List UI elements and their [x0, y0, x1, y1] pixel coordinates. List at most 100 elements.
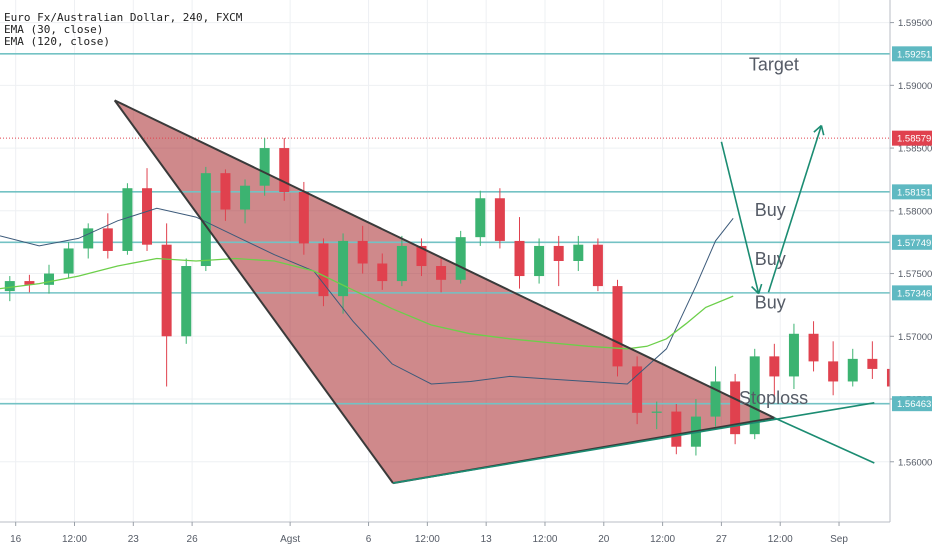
arrow-head [813, 124, 822, 133]
annotation-label: Buy [755, 200, 786, 220]
x-tick-label: 26 [187, 534, 199, 545]
trend-line [392, 402, 875, 484]
candle-body [357, 240, 368, 264]
x-tick-label: 27 [716, 534, 728, 545]
candle-body [240, 185, 251, 210]
arrow-shaft [720, 141, 760, 294]
triangle-edge [114, 99, 775, 419]
arrow-head [751, 285, 760, 295]
y-tick-label: 1.58500 [898, 144, 932, 155]
candle-body [181, 266, 192, 337]
candle-body [494, 198, 505, 241]
candle-body [298, 191, 309, 244]
candle-body [573, 244, 584, 261]
chart-legend: Euro Fx/Australian Dollar, 240, FXCM EMA… [4, 12, 242, 48]
x-tick-label: 12:00 [532, 534, 557, 545]
price-axis-bg [890, 0, 932, 550]
x-tick-label: Agst [280, 534, 300, 545]
candle-body [553, 245, 564, 261]
ema120-legend-label: EMA (120, close) [4, 35, 110, 48]
candle-body [749, 356, 760, 435]
y-tick-label: 1.56000 [898, 457, 932, 468]
ema120-line [0, 257, 734, 350]
candle-body [769, 356, 780, 377]
y-tick-label: 1.57500 [898, 269, 932, 280]
candle-body [102, 228, 113, 251]
x-tick-label: Sep [830, 534, 848, 545]
candle-body [142, 188, 153, 245]
candle-body [710, 381, 721, 417]
candle-body [259, 148, 270, 186]
level-price-tag [892, 184, 932, 200]
candle-body [475, 198, 486, 238]
level-price-label: 1.56463 [897, 399, 931, 410]
x-tick-label: 6 [366, 534, 372, 545]
candle-body [730, 381, 741, 435]
x-tick-label: 16 [10, 534, 22, 545]
level-price-tag [892, 285, 932, 301]
annotation-label: Buy [755, 249, 786, 269]
level-price-label: 1.58579 [897, 134, 931, 145]
candle-body [436, 266, 447, 280]
ema30-legend-label: EMA (30, close) [4, 23, 104, 36]
symbol-title: Euro Fx/Australian Dollar, 240, FXCM [4, 11, 243, 24]
x-tick-label: 23 [128, 534, 140, 545]
candle-body [200, 173, 211, 267]
triangle-edge [113, 99, 394, 484]
candle-body [534, 245, 545, 277]
candle-body [828, 361, 839, 382]
candle-body [338, 240, 349, 297]
candle-body [63, 248, 74, 274]
candle-body [83, 228, 94, 249]
candle-body [279, 148, 290, 192]
candle-body [318, 243, 329, 297]
level-price-label: 1.58151 [897, 187, 931, 198]
arrow-head [820, 125, 825, 136]
candle-body [44, 273, 55, 285]
candle-body [377, 263, 388, 282]
candle-body [671, 411, 682, 447]
candle-body [161, 244, 172, 337]
level-price-tag [892, 46, 932, 62]
level-price-tag [892, 234, 932, 250]
y-tick-label: 1.59500 [898, 18, 932, 29]
annotation-label: Stoploss [739, 388, 808, 408]
candle-body [416, 245, 427, 267]
candle-body [808, 333, 819, 362]
candle-body [455, 237, 466, 280]
candle-body [24, 281, 35, 285]
x-tick-label: 12:00 [768, 534, 793, 545]
candle-body [788, 333, 799, 377]
level-price-tag [892, 396, 932, 412]
candle-body [847, 358, 858, 382]
candle-body [4, 281, 15, 292]
candle-body [220, 173, 231, 210]
x-tick-label: 12:00 [62, 534, 87, 545]
arrow-shaft [767, 125, 823, 293]
y-tick-label: 1.59000 [898, 81, 932, 92]
level-price-label: 1.57346 [897, 288, 931, 299]
level-price-label: 1.59251 [897, 49, 931, 60]
x-tick-label: 13 [481, 534, 493, 545]
candle-body [612, 286, 623, 367]
annotation-label: Target [749, 54, 799, 74]
y-tick-label: 1.57000 [898, 332, 932, 343]
x-tick-label: 12:00 [415, 534, 440, 545]
candle-body [867, 358, 878, 369]
x-tick-label: 20 [598, 534, 610, 545]
triangle-pattern [114, 100, 775, 484]
trend-line [774, 417, 875, 464]
candle-body [396, 245, 407, 282]
candle-body [651, 411, 662, 413]
annotation-label: Buy [755, 293, 786, 313]
x-tick-label: 12:00 [650, 534, 675, 545]
y-tick-label: 1.58000 [898, 206, 932, 217]
candle-body [122, 188, 133, 251]
candle-body [514, 240, 525, 277]
arrow-head [757, 283, 763, 294]
level-price-tag [892, 130, 932, 146]
level-price-label: 1.57749 [897, 238, 931, 249]
candle-body [592, 244, 603, 287]
